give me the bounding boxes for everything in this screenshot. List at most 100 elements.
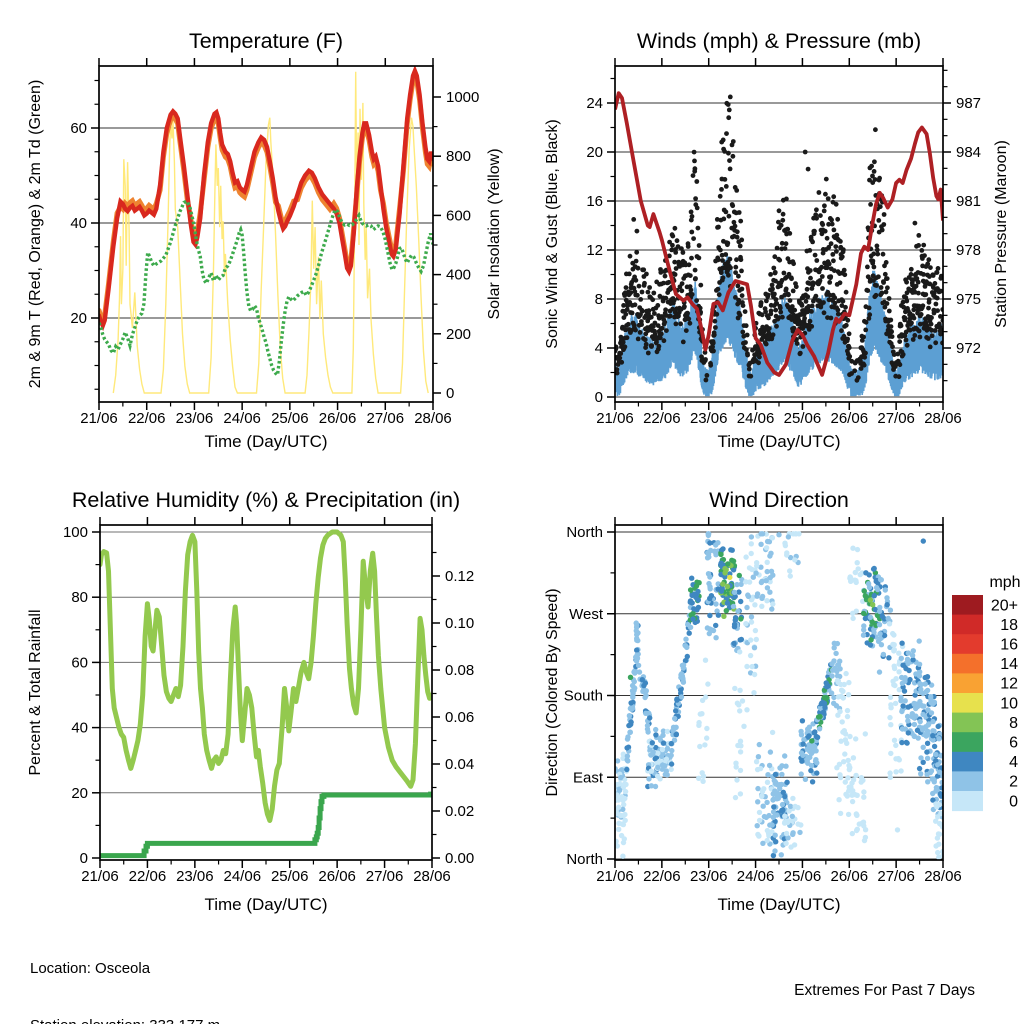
svg-text:972: 972 bbox=[956, 340, 981, 357]
svg-text:0.08: 0.08 bbox=[445, 662, 474, 679]
y-axis-label-direction: Direction (Colored By Speed) bbox=[544, 588, 561, 796]
svg-text:22/06: 22/06 bbox=[129, 868, 167, 885]
plot-area-direction bbox=[615, 531, 943, 860]
svg-text:20: 20 bbox=[71, 785, 88, 802]
relative-humidity-line bbox=[100, 529, 432, 823]
svg-text:North: North bbox=[566, 524, 603, 541]
svg-text:28/06: 28/06 bbox=[924, 868, 962, 885]
svg-text:27/06: 27/06 bbox=[366, 868, 404, 885]
legend-label-6: 6 bbox=[1009, 735, 1018, 752]
svg-text:27/06: 27/06 bbox=[367, 410, 405, 427]
svg-text:27/06: 27/06 bbox=[877, 868, 915, 885]
legend-label-0: 0 bbox=[1009, 793, 1018, 810]
svg-text:975: 975 bbox=[956, 291, 981, 308]
chart-title-humidity: Relative Humidity (%) & Precipitation (i… bbox=[72, 488, 460, 512]
plot-area-humidity bbox=[100, 529, 432, 859]
legend-label-16: 16 bbox=[1000, 637, 1018, 654]
svg-text:25/06: 25/06 bbox=[271, 868, 309, 885]
panel-humidity: 21/06 22/06 23/06 24/06 25/06 26/06 27/06 28/06… bbox=[27, 488, 474, 914]
svg-text:0.02: 0.02 bbox=[445, 803, 474, 820]
svg-text:24/06: 24/06 bbox=[737, 410, 775, 427]
station-location: Location: Osceola bbox=[30, 959, 151, 977]
svg-text:26/06: 26/06 bbox=[831, 410, 869, 427]
chart-title-direction: Wind Direction bbox=[709, 488, 849, 512]
y2-axis-label-winds: Station Pressure (Maroon) bbox=[993, 140, 1010, 328]
y-axis-label-humidity: Percent & Total Rainfall bbox=[27, 609, 44, 775]
svg-text:4: 4 bbox=[595, 340, 603, 357]
svg-text:8: 8 bbox=[595, 291, 603, 308]
svg-text:600: 600 bbox=[446, 207, 471, 224]
svg-text:100: 100 bbox=[63, 524, 88, 541]
wind-direction-dots bbox=[615, 531, 943, 860]
svg-text:22/06: 22/06 bbox=[643, 410, 681, 427]
svg-text:20: 20 bbox=[70, 310, 87, 327]
dewpoint-line bbox=[99, 198, 433, 379]
svg-text:400: 400 bbox=[446, 267, 471, 284]
svg-text:60: 60 bbox=[70, 120, 87, 137]
svg-text:12: 12 bbox=[586, 242, 603, 259]
plot-area-winds bbox=[615, 91, 943, 397]
svg-text:20: 20 bbox=[586, 144, 603, 161]
svg-text:24/06: 24/06 bbox=[737, 868, 775, 885]
svg-text:24/06: 24/06 bbox=[224, 868, 262, 885]
svg-text:60: 60 bbox=[71, 654, 88, 671]
svg-text:23/06: 23/06 bbox=[176, 868, 214, 885]
svg-text:22/06: 22/06 bbox=[643, 868, 681, 885]
legend-label-14: 14 bbox=[1000, 656, 1018, 673]
svg-text:21/06: 21/06 bbox=[596, 410, 634, 427]
legend-label-18: 18 bbox=[1000, 617, 1018, 634]
svg-text:0: 0 bbox=[595, 389, 603, 406]
svg-text:21/06: 21/06 bbox=[81, 868, 119, 885]
svg-text:28/06: 28/06 bbox=[924, 410, 962, 427]
x-axis-label-winds: Time (Day/UTC) bbox=[717, 432, 840, 451]
svg-text:40: 40 bbox=[70, 215, 87, 232]
svg-text:22/06: 22/06 bbox=[128, 410, 166, 427]
svg-text:987: 987 bbox=[956, 95, 981, 112]
svg-text:0.06: 0.06 bbox=[445, 709, 474, 726]
svg-text:24: 24 bbox=[586, 95, 603, 112]
svg-text:0.00: 0.00 bbox=[445, 850, 474, 867]
svg-text:26/06: 26/06 bbox=[319, 410, 357, 427]
legend-label-4: 4 bbox=[1009, 754, 1018, 771]
svg-text:23/06: 23/06 bbox=[176, 410, 214, 427]
gust-dots bbox=[615, 94, 943, 383]
legend-label-8: 8 bbox=[1009, 715, 1018, 732]
svg-text:South: South bbox=[564, 688, 603, 705]
svg-text:26/06: 26/06 bbox=[318, 868, 356, 885]
y-axis-label-temperature: 2m & 9m T (Red, Orange) & 2m Td (Green) bbox=[27, 80, 44, 389]
x-axis-label-humidity: Time (Day/UTC) bbox=[204, 895, 327, 914]
svg-text:21/06: 21/06 bbox=[596, 868, 634, 885]
y2-axis-label-temperature: Solar Insolation (Yellow) bbox=[486, 148, 503, 319]
svg-text:1000: 1000 bbox=[446, 89, 479, 106]
svg-text:200: 200 bbox=[446, 326, 471, 343]
y-axis-label-winds: Sonic Wind & Gust (Blue, Black) bbox=[544, 119, 561, 348]
plot-area-temperature bbox=[99, 66, 433, 394]
svg-text:24/06: 24/06 bbox=[223, 410, 261, 427]
legend-label-2: 2 bbox=[1009, 774, 1018, 791]
extremes-title: Extremes For Past 7 Days bbox=[794, 981, 975, 999]
temp-2m-line bbox=[99, 66, 433, 332]
svg-text:25/06: 25/06 bbox=[784, 868, 822, 885]
x-axis-label-temperature: Time (Day/UTC) bbox=[204, 432, 327, 451]
svg-text:0: 0 bbox=[446, 385, 454, 402]
station-info-block: Location: Osceola Station elevation: 333… bbox=[30, 920, 361, 1024]
panel-direction: 21/06 22/06 23/06 24/06 25/06 26/06 27/06 28/06… bbox=[544, 488, 962, 914]
panel-winds: 21/06 22/06 23/06 24/06 25/06 26/06 27/06 28/06… bbox=[544, 29, 1010, 451]
extremes-block: Extremes For Past 7 Days (High/Low/Max W… bbox=[700, 930, 975, 1024]
svg-text:80: 80 bbox=[71, 589, 88, 606]
svg-text:25/06: 25/06 bbox=[784, 410, 822, 427]
sonic-wind-line bbox=[615, 254, 943, 397]
station-elevation: Station elevation: 333.177 m bbox=[30, 1016, 361, 1024]
svg-text:West: West bbox=[569, 606, 604, 623]
svg-text:0.12: 0.12 bbox=[445, 568, 474, 585]
svg-text:East: East bbox=[573, 769, 604, 786]
svg-text:North: North bbox=[566, 851, 603, 868]
svg-text:984: 984 bbox=[956, 144, 981, 161]
solar-insolation-line bbox=[112, 71, 429, 394]
pressure-line bbox=[615, 91, 943, 377]
svg-text:23/06: 23/06 bbox=[690, 868, 728, 885]
svg-text:978: 978 bbox=[956, 242, 981, 259]
svg-text:21/06: 21/06 bbox=[80, 410, 118, 427]
